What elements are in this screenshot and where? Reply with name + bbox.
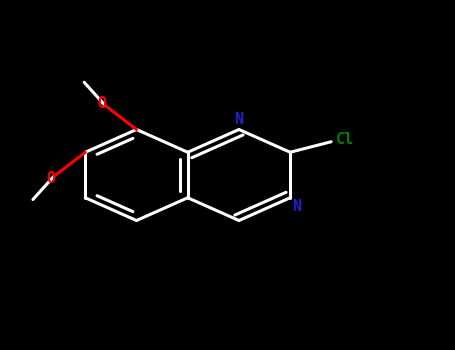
Text: O: O: [98, 96, 107, 111]
Text: N: N: [293, 199, 302, 214]
Text: Cl: Cl: [336, 133, 354, 147]
Text: O: O: [46, 171, 56, 186]
Text: N: N: [234, 112, 243, 126]
